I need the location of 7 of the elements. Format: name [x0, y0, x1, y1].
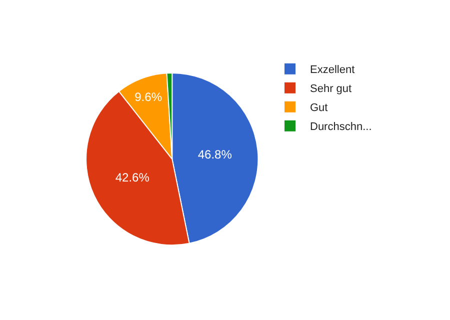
data-label: 9.6%: [134, 90, 162, 104]
data-label: 46.8%: [198, 148, 232, 162]
legend-label: Durchschn...: [310, 121, 372, 134]
legend-label: Gut: [310, 102, 328, 114]
data-label: 42.6%: [115, 170, 150, 184]
legend-label: Sehr gut: [310, 83, 352, 96]
legend-label: Exzellent: [310, 64, 355, 76]
